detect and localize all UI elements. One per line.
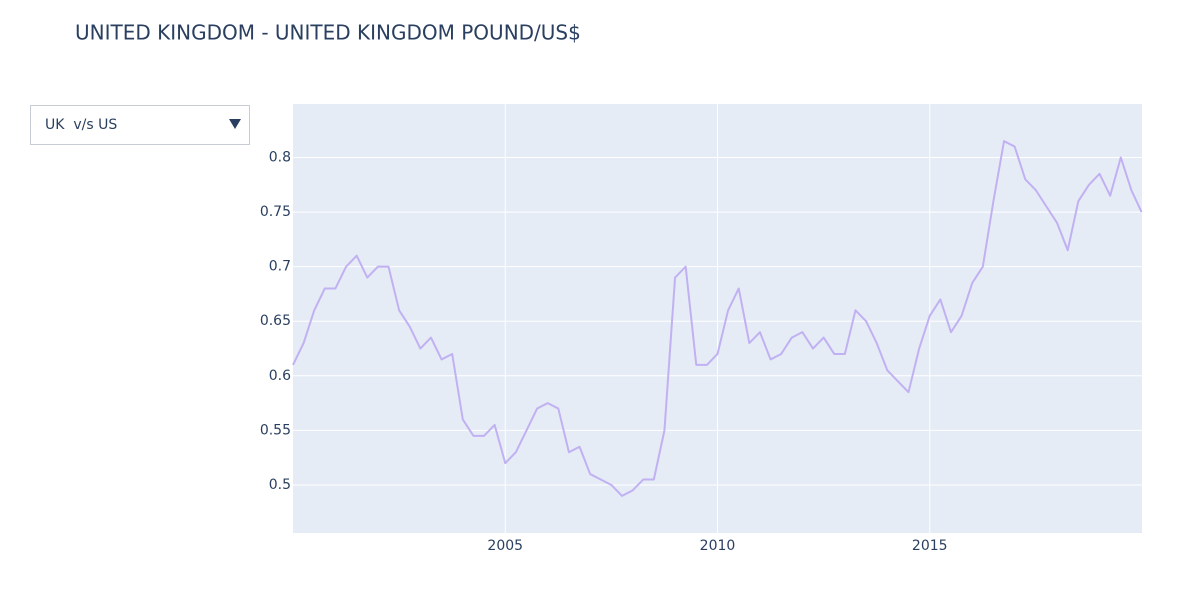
dropdown-arrow bbox=[229, 119, 241, 129]
y-tick-label: 0.75 bbox=[260, 204, 291, 220]
chart-title: UNITED KINGDOM - UNITED KINGDOM POUND/US… bbox=[75, 21, 581, 45]
line bbox=[292, 140, 1143, 497]
y-tick-label: 0.7 bbox=[269, 259, 291, 275]
x-tick-label: 2005 bbox=[487, 538, 523, 554]
y-tick-label: 0.5 bbox=[269, 477, 291, 493]
x-tick-label: 2010 bbox=[700, 538, 736, 554]
y-tick-label: 0.55 bbox=[260, 422, 291, 438]
x-tick-label: 2015 bbox=[912, 538, 948, 554]
y-tick-label: 0.6 bbox=[269, 368, 291, 384]
dropdown-label: UK v/s US bbox=[45, 117, 118, 133]
y-tick-label: 0.8 bbox=[269, 149, 291, 165]
dropdown[interactable]: UK v/s US bbox=[30, 105, 250, 145]
y-tick-label: 0.65 bbox=[260, 313, 291, 329]
